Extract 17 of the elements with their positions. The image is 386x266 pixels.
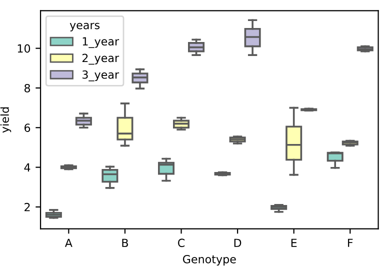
legend-label: 3_year	[82, 70, 120, 82]
y-tick-label: 10	[18, 44, 30, 53]
y-tick-label: 4	[24, 163, 30, 172]
x-tick-label: E	[291, 238, 297, 247]
y-tick-label: 8	[24, 84, 30, 92]
legend-label: 1_year	[82, 37, 120, 48]
x-tick-label: D	[234, 238, 242, 247]
x-axis-title: Genotype	[182, 254, 236, 266]
x-tick-label: A	[64, 238, 72, 247]
legend-title: years	[70, 22, 100, 32]
legend-label: 2_year	[82, 54, 120, 65]
y-axis-title: yield	[0, 107, 12, 133]
y-tick-label: 6	[24, 124, 30, 132]
x-tick-label: C	[178, 238, 185, 248]
x-tick-label: F	[348, 238, 353, 247]
x-tick-label: B	[122, 238, 128, 247]
y-tick-label: 2	[24, 202, 30, 212]
